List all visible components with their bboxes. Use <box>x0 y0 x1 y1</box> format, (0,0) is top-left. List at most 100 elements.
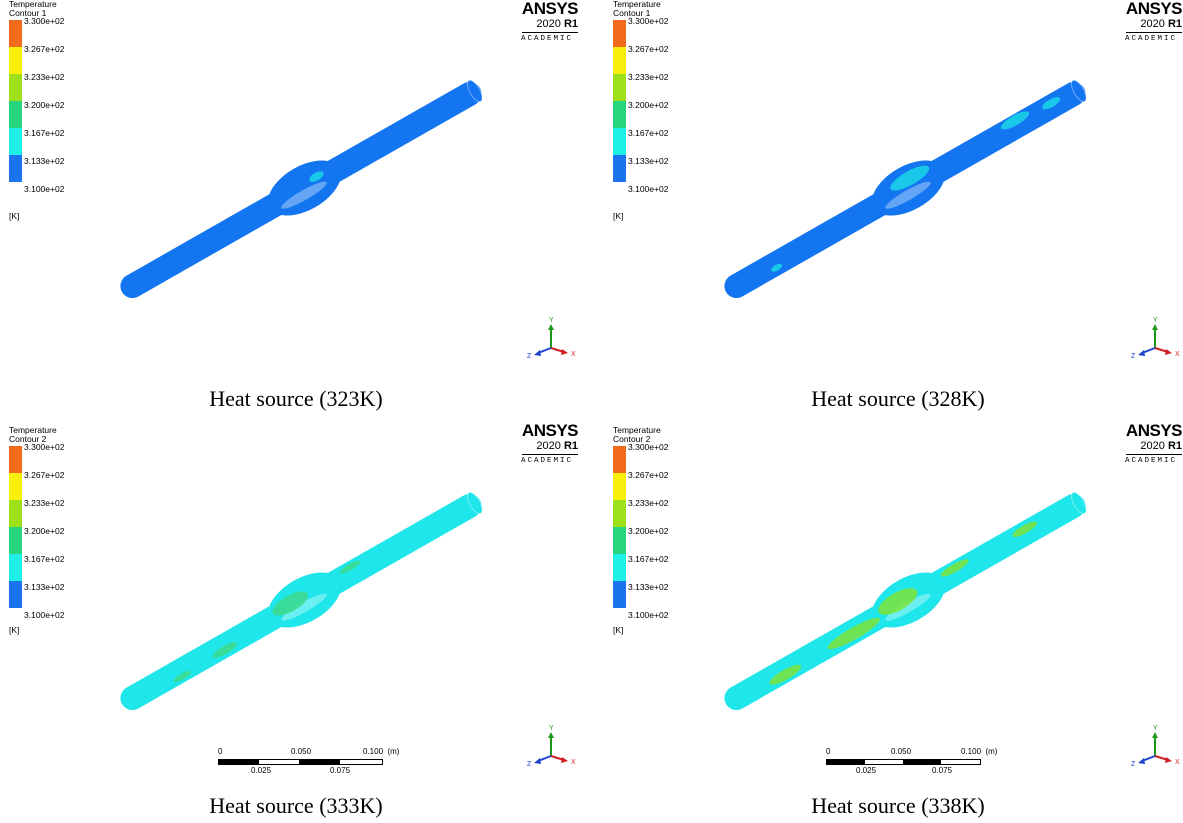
legend-swatch <box>613 554 626 581</box>
ansys-logo: ANSYS 2020 R1 ACADEMIC <box>1124 0 1183 43</box>
pipe-geometry <box>724 491 1087 711</box>
pipe-endcap <box>1070 79 1087 103</box>
axis-triad: Y X Z <box>1131 725 1180 768</box>
legend-swatch <box>613 101 626 128</box>
legend-swatch <box>9 128 22 155</box>
caption: Heat source (338K) <box>811 793 985 818</box>
legend-title: Temperature Contour 1 <box>613 0 661 18</box>
legend-tick-label: 3.300e+02 <box>628 442 669 452</box>
temperature-spot <box>173 670 192 683</box>
x-axis-label: X <box>1175 759 1180 766</box>
legend-swatch <box>613 527 626 554</box>
scale-label: 0.025 <box>251 766 272 775</box>
legend-tick-label: 3.200e+02 <box>24 100 65 110</box>
legend-swatch <box>613 128 626 155</box>
axis-triad: Y X Z <box>1131 317 1180 360</box>
legend-tick-label: 3.133e+02 <box>24 582 65 592</box>
temperature-spot <box>1012 521 1037 537</box>
pipe-geometry <box>724 79 1087 299</box>
temperature-spot <box>771 263 783 272</box>
contour-panel-1: Temperature Contour 1 3.300e+02 3.267e+02 3… <box>0 0 591 411</box>
temperature-spot <box>890 165 930 191</box>
pipe-bulge <box>872 160 945 216</box>
legend-swatch <box>613 581 626 608</box>
scale-label: 0.050 <box>891 747 912 756</box>
legend-tick-label: 3.167e+02 <box>24 128 65 138</box>
legend-tick-label: 3.200e+02 <box>628 526 669 536</box>
scale-bar: 0 0.050 0.100 (m) 0.025 0.075 <box>826 742 997 775</box>
legend-tick-label: 3.267e+02 <box>24 44 65 54</box>
temperature-spot <box>272 591 309 616</box>
scale-bar: 0 0.050 0.100 (m) 0.025 0.075 <box>218 742 399 775</box>
scale-label: 0.050 <box>291 747 312 756</box>
legend-unit: [K] <box>9 211 20 221</box>
x-axis-label: X <box>571 351 576 358</box>
x-arrow <box>1165 757 1172 763</box>
legend-swatch <box>9 155 22 182</box>
legend-swatch <box>613 446 626 473</box>
legend-swatch <box>9 74 22 101</box>
legend-title: Temperature Contour 1 <box>9 0 57 18</box>
color-legend <box>9 446 22 635</box>
y-axis-label: Y <box>1153 725 1158 732</box>
legend-tick-label: 3.133e+02 <box>628 156 669 166</box>
z-axis-label: Z <box>1131 761 1136 768</box>
x-arrow <box>561 757 568 763</box>
pipe-highlight <box>885 593 931 621</box>
ansys-logo: ANSYS 2020 R1 ACADEMIC <box>520 0 579 43</box>
z-axis-label: Z <box>1131 353 1136 360</box>
x-arrow <box>561 349 568 355</box>
legend-tick-label: 3.300e+02 <box>628 16 669 26</box>
caption: Heat source (328K) <box>811 386 985 411</box>
z-axis-label: Z <box>527 761 532 768</box>
legend-tick-label: 3.167e+02 <box>24 554 65 564</box>
legend-unit: [K] <box>9 625 20 635</box>
x-arrow <box>1165 349 1172 355</box>
scale-label: 0 <box>826 747 831 756</box>
temperature-spot <box>769 664 802 685</box>
legend-tick-label: 3.233e+02 <box>628 72 669 82</box>
pipe-highlight <box>281 593 327 621</box>
legend-swatch <box>9 101 22 128</box>
temperature-spot <box>827 617 881 650</box>
temperature-spot <box>1042 97 1061 110</box>
legend-swatch <box>9 446 22 473</box>
ansys-logo: ANSYS 2020 R1 ACADEMIC <box>1124 421 1183 466</box>
legend-tick-label: 3.267e+02 <box>628 44 669 54</box>
axis-triad: Y X Z <box>527 317 576 360</box>
legend-tick-label: 3.200e+02 <box>24 526 65 536</box>
pipe-highlight <box>885 181 931 209</box>
axis-triad: Y X Z <box>527 725 576 768</box>
z-axis-label: Z <box>527 353 532 360</box>
pipe-geometry <box>120 79 483 299</box>
pipe-endcap <box>466 491 483 515</box>
legend-unit: [K] <box>613 625 624 635</box>
legend-swatch <box>9 47 22 74</box>
legend-tick-label: 3.100e+02 <box>628 184 669 194</box>
temperature-spot <box>212 642 238 658</box>
legend-title: Temperature Contour 2 <box>9 425 57 444</box>
legend-tick-label: 3.100e+02 <box>24 184 65 194</box>
legend-swatch <box>613 500 626 527</box>
legend-tick-label: 3.100e+02 <box>24 610 65 620</box>
color-legend <box>613 20 626 209</box>
color-legend <box>9 20 22 209</box>
pipe-endcap <box>1070 491 1087 515</box>
legend-swatch <box>9 554 22 581</box>
y-arrow <box>548 732 554 738</box>
legend-swatch <box>613 473 626 500</box>
x-axis-label: X <box>1175 351 1180 358</box>
y-arrow <box>1152 324 1158 330</box>
contour-panel-2: Temperature Contour 1 3.300e+02 3.267e+02 3… <box>604 0 1183 411</box>
legend-swatch <box>9 500 22 527</box>
temperature-spot <box>1000 111 1030 130</box>
legend-tick-label: 3.167e+02 <box>628 128 669 138</box>
legend-swatch <box>9 527 22 554</box>
legend-tick-label: 3.167e+02 <box>628 554 669 564</box>
legend-swatch <box>9 20 22 47</box>
y-axis-label: Y <box>549 317 554 324</box>
legend-swatch <box>9 473 22 500</box>
z-arrow <box>1138 758 1145 764</box>
y-arrow <box>548 324 554 330</box>
pipe-highlight <box>281 181 327 209</box>
